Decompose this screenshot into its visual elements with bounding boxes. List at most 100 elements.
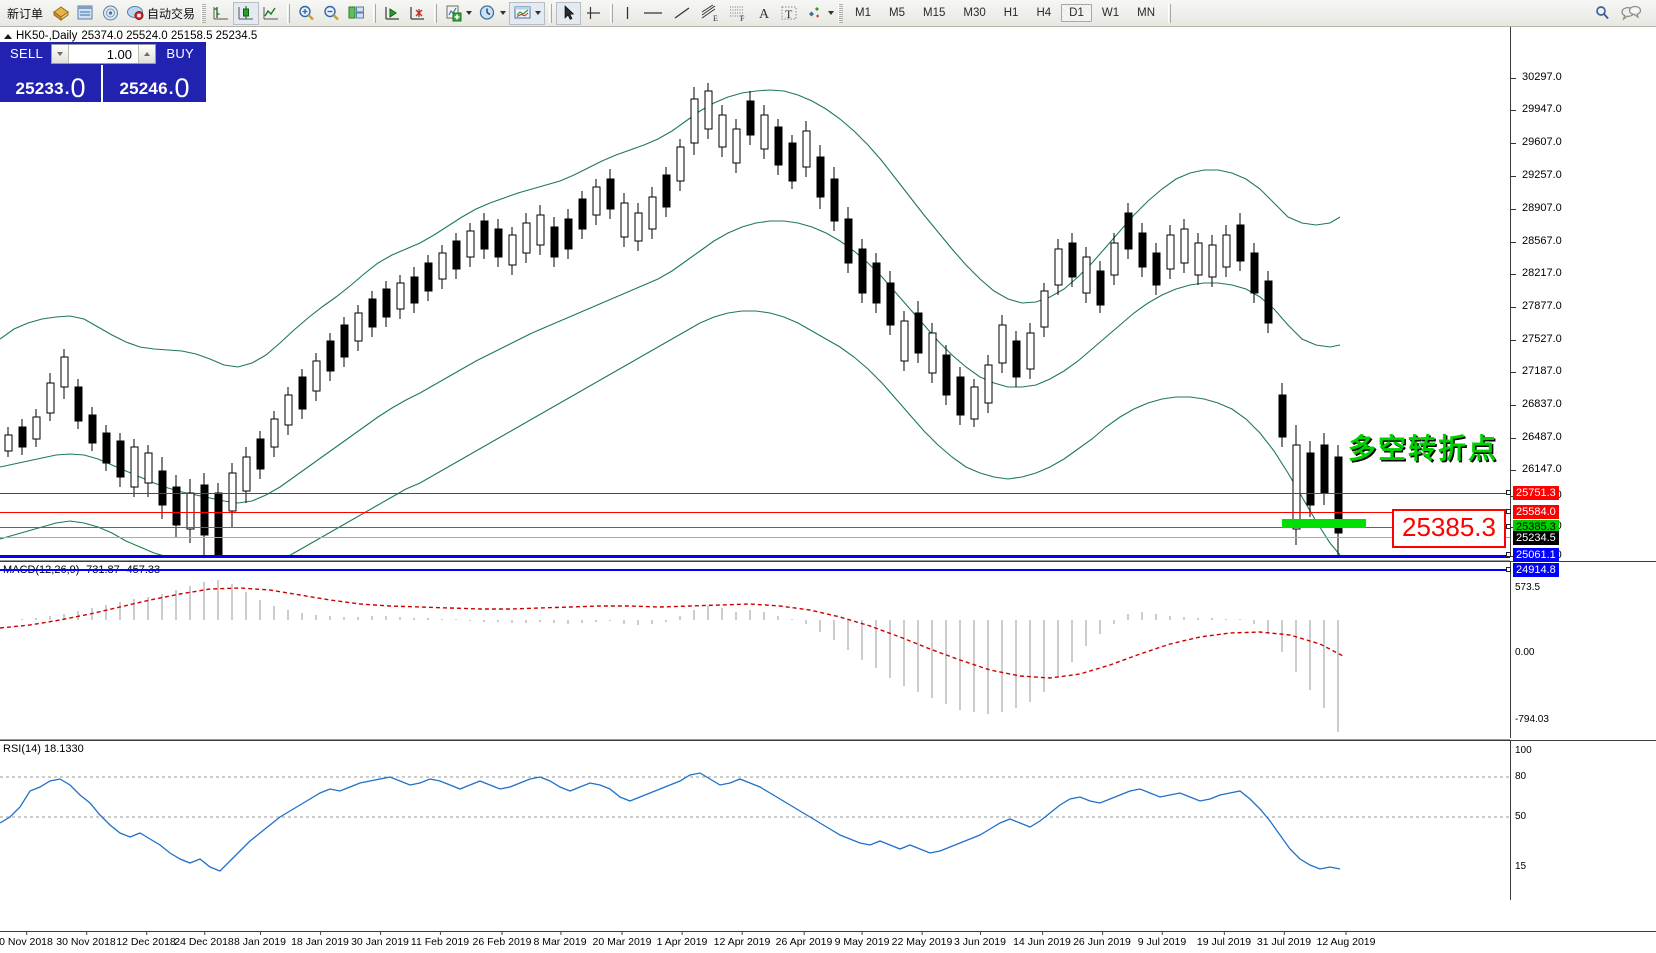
crosshair-icon[interactable] xyxy=(581,2,606,25)
chevron-down-icon[interactable] xyxy=(466,11,473,15)
price-tag-25385[interactable]: 25385.3 xyxy=(1506,520,1559,534)
price-pane[interactable]: 多空转折点 25385.3 HK50-,Daily 25374.0 25524.… xyxy=(0,27,1656,577)
navigator-icon[interactable] xyxy=(98,2,123,25)
auto-scroll-icon[interactable] xyxy=(380,2,405,25)
zoom-in-icon[interactable] xyxy=(294,2,319,25)
volume-decrease-button[interactable] xyxy=(52,45,69,63)
time-tick-16: 3 Jun 2019 xyxy=(954,931,1006,948)
time-tick-12: 12 Apr 2019 xyxy=(713,931,771,948)
candlestick-series xyxy=(4,83,1343,555)
chart-shift-icon[interactable] xyxy=(405,2,430,25)
tile-windows-icon[interactable] xyxy=(344,2,369,25)
rsi-line xyxy=(0,772,1341,872)
line-chart-icon[interactable] xyxy=(259,2,283,25)
data-window-icon[interactable] xyxy=(73,2,98,25)
chevron-down-icon-3[interactable] xyxy=(535,11,542,15)
volume-input[interactable]: 1.00 xyxy=(69,45,138,63)
time-tick-4: 8 Jan 2019 xyxy=(234,931,286,948)
buy-price-decimal: 0 xyxy=(174,72,190,103)
level-line-25385[interactable] xyxy=(0,527,1510,528)
symbol-label: HK50-,Daily xyxy=(16,30,78,42)
chevron-down-icon-2[interactable] xyxy=(500,11,507,15)
volume-stepper[interactable]: 1.00 xyxy=(51,44,156,64)
zoom-out-icon[interactable] xyxy=(319,2,344,25)
price-tag-25061[interactable]: 25061.1 xyxy=(1506,548,1559,562)
templates-icon[interactable] xyxy=(509,1,546,25)
expert-advisors-icon[interactable] xyxy=(48,2,73,25)
main-toolbar: 新订单 xyxy=(0,0,1656,27)
time-tick-20: 19 Jul 2019 xyxy=(1196,931,1252,948)
timeframe-m15[interactable]: M15 xyxy=(923,7,946,19)
price-tick-9: 27187.0 xyxy=(1511,365,1562,377)
macd-pane[interactable]: MACD(12,26,9) -731.87 -457.33 xyxy=(0,561,1656,738)
price-tag-value-4: 25234.5 xyxy=(1516,532,1556,544)
toolbar-grip-2[interactable] xyxy=(838,3,844,23)
time-tick-1: 30 Nov 2018 xyxy=(56,931,116,948)
candlestick-chart-icon[interactable] xyxy=(233,1,260,25)
volume-increase-button[interactable] xyxy=(138,45,155,63)
buy-price-separator: . xyxy=(168,79,174,98)
level-line-25751[interactable] xyxy=(0,493,1510,494)
price-tag-24914[interactable]: 24914.8 xyxy=(1506,563,1559,577)
rsi-tick-50: 50 xyxy=(1515,811,1527,822)
time-tick-6: 30 Jan 2019 xyxy=(351,931,409,948)
svg-text:F: F xyxy=(740,14,745,22)
autotrade-button[interactable]: 自动交易 xyxy=(123,2,200,25)
price-tick-11: 26487.0 xyxy=(1511,431,1562,443)
period-clock-icon[interactable] xyxy=(475,2,509,25)
search-icon[interactable] xyxy=(1590,2,1616,25)
level-line-25061-ext[interactable] xyxy=(0,556,1510,558)
shapes-icon[interactable] xyxy=(802,2,837,25)
equidistant-channel-icon[interactable]: E xyxy=(696,2,724,25)
text-label-icon[interactable]: T xyxy=(776,2,802,25)
sell-price-decimal: 0 xyxy=(70,72,86,103)
trendline-icon[interactable] xyxy=(668,2,696,25)
price-tag-25234-current[interactable]: 25234.5 xyxy=(1513,531,1559,545)
level-line-24914-ext[interactable] xyxy=(0,569,1510,571)
price-tag-value-2: 25584.0 xyxy=(1516,506,1556,518)
timeframe-m30[interactable]: M30 xyxy=(963,7,986,19)
timeframe-m1[interactable]: M1 xyxy=(855,7,872,19)
timeframe-h4[interactable]: H4 xyxy=(1036,7,1052,19)
price-tick-12: 26147.0 xyxy=(1511,463,1562,475)
toolbar-grip[interactable] xyxy=(201,3,207,23)
bar-chart-icon[interactable] xyxy=(209,2,233,25)
level-line-25584[interactable] xyxy=(0,512,1510,513)
time-tick-9: 8 Mar 2019 xyxy=(533,931,587,948)
timeframe-m5[interactable]: M5 xyxy=(889,7,905,19)
toolbar-separator-2 xyxy=(373,3,377,23)
price-tick-0: 30297.0 xyxy=(1511,71,1562,83)
macd-tick-0: 573.5 xyxy=(1515,582,1541,593)
price-axis[interactable]: 30297.0 29947.0 29607.0 29257.0 28907.0 … xyxy=(1506,27,1656,577)
cursor-icon[interactable] xyxy=(556,1,582,25)
time-tick-18: 26 Jun 2019 xyxy=(1073,931,1131,948)
time-axis[interactable]: 0 Nov 2018 30 Nov 2018 12 Dec 2018 24 De… xyxy=(0,931,1656,953)
new-order-button[interactable]: 新订单 xyxy=(2,2,48,25)
timeframe-h1[interactable]: H1 xyxy=(1003,7,1019,19)
toolbar-separator-3 xyxy=(434,3,438,23)
sell-button[interactable]: 25233 . 0 xyxy=(0,65,103,102)
green-highlight-bar xyxy=(1282,519,1366,528)
timeframe-w1[interactable]: W1 xyxy=(1101,7,1120,19)
price-tag-25751[interactable]: 25751.3 xyxy=(1506,486,1559,500)
timeframe-mn[interactable]: MN xyxy=(1137,7,1155,19)
text-icon[interactable]: A xyxy=(752,2,776,25)
timeframe-d1[interactable]: D1 xyxy=(1061,4,1092,22)
horizontal-line-icon[interactable] xyxy=(638,2,668,25)
price-tag-25584[interactable]: 25584.0 xyxy=(1506,505,1559,519)
chevron-down-icon-4[interactable] xyxy=(828,11,835,15)
level-line-25234[interactable] xyxy=(0,537,1510,538)
chart-container[interactable]: 多空转折点 25385.3 HK50-,Daily 25374.0 25524.… xyxy=(0,27,1656,953)
add-indicator-icon[interactable] xyxy=(441,2,475,25)
buy-button[interactable]: 25246 . 0 xyxy=(103,65,206,102)
bollinger-upper-band xyxy=(0,89,1341,368)
rsi-pane[interactable]: RSI(14) 18.1330 100 80 50 15 xyxy=(0,740,1656,900)
fibonacci-icon[interactable]: F xyxy=(724,2,752,25)
collapse-triangle-icon[interactable] xyxy=(4,33,12,39)
rsi-tick-15: 15 xyxy=(1515,861,1527,872)
price-tick-2: 29607.0 xyxy=(1511,136,1562,148)
vertical-line-icon[interactable] xyxy=(617,2,638,25)
chat-icon[interactable] xyxy=(1616,2,1646,25)
time-tick-2: 12 Dec 2018 xyxy=(116,931,176,948)
sell-price-integer: 25233 xyxy=(15,79,64,98)
